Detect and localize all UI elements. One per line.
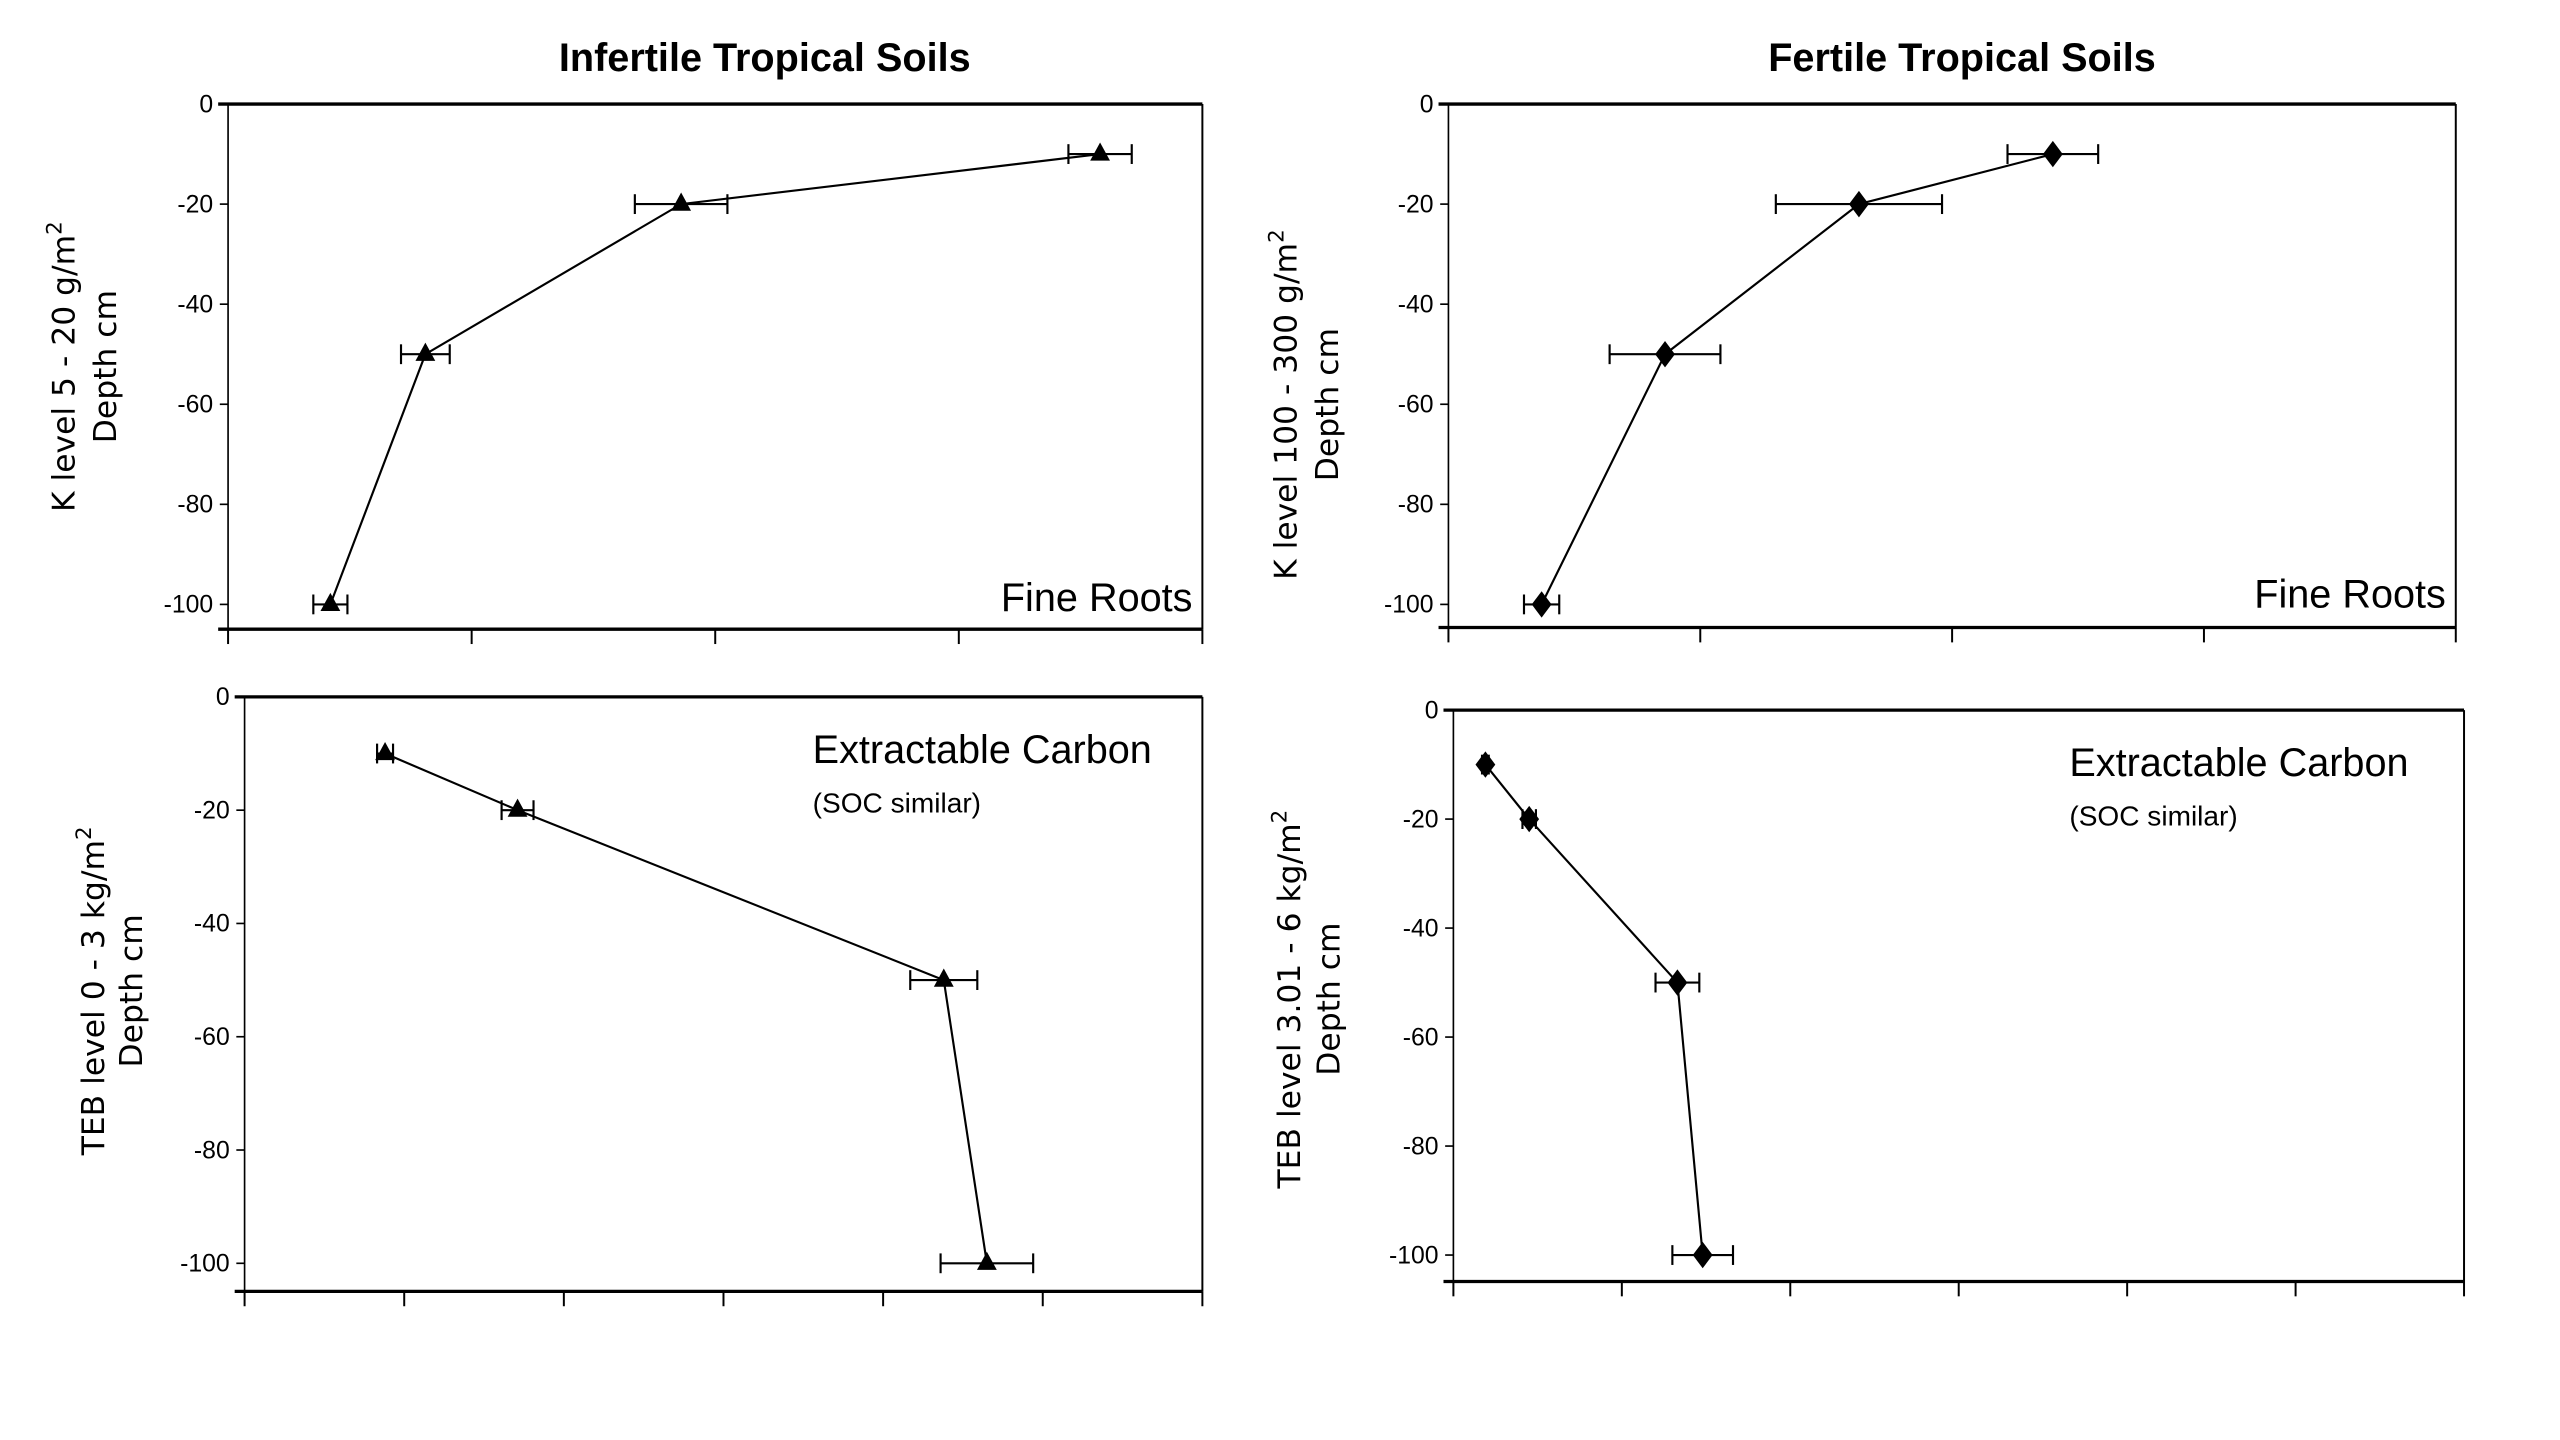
y-tick-label: -60 (1403, 1024, 1439, 1051)
y-tick-label: -20 (1403, 806, 1439, 833)
y-axis-label: TEB level 0 - 3 kg/m2 (72, 826, 112, 1156)
y-axis-label-line1: K level 100 - 300 g/m (1269, 243, 1305, 580)
y-tick-label: -100 (180, 1251, 230, 1278)
data-point-diamond (1849, 190, 1869, 218)
y-axis-label: TEB level 3.01 - 6 kg/m2 (1268, 810, 1308, 1190)
y-tick-label: -80 (1403, 1133, 1439, 1160)
panel-annotation: Fine Roots (2254, 573, 2446, 617)
y-tick-label: -60 (194, 1024, 230, 1051)
y-tick-label: 0 (199, 91, 213, 118)
y-tick-label: -60 (1398, 392, 1434, 419)
y-tick-label: -20 (1398, 191, 1434, 218)
y-axis-label-superscript: 2 (72, 826, 97, 840)
series-line (1484, 763, 1704, 1256)
y-axis-label-line1: K level 5 - 20 g/m (46, 235, 82, 512)
y-tick-label: 0 (216, 684, 230, 711)
y-tick-label: 0 (1425, 697, 1439, 724)
y-axis-label-line1: TEB level 0 - 3 kg/m (76, 840, 112, 1156)
chart-panel-4: 0 -20 -40 -60 -80 -100 TEB level 3.01 - 6 kg/m… (1268, 697, 2466, 1297)
y-axis-label-line2: Depth cm (1310, 328, 1346, 481)
panel-annotation: Fine Roots (1001, 576, 1193, 620)
y-tick-label: -80 (1398, 492, 1434, 519)
data-point-diamond (2042, 140, 2063, 168)
y-tick-label: -100 (1384, 592, 1434, 619)
y-axis-label-superscript: 2 (1268, 810, 1293, 824)
data-point-triangle (671, 192, 692, 211)
y-tick-label: -40 (177, 291, 213, 318)
chart-title: Infertile Tropical Soils (559, 36, 971, 80)
panel-annotation: Extractable Carbon (813, 728, 1152, 772)
y-tick-label: -40 (1403, 915, 1439, 942)
y-axis-label-line2: Depth cm (114, 914, 150, 1067)
data-point-triangle (507, 798, 528, 817)
series-line (384, 752, 988, 1264)
y-axis-label-line2: Depth cm (1311, 922, 1347, 1075)
y-tick-label: -100 (164, 592, 214, 619)
data-point-diamond (1531, 591, 1552, 618)
data-point-triangle (375, 741, 395, 761)
y-tick-label: -20 (194, 797, 230, 824)
panel-annotation-sub: (SOC similar) (813, 787, 981, 818)
y-axis-label: K level 5 - 20 g/m2 (42, 221, 82, 512)
data-point-diamond (1692, 1241, 1713, 1269)
y-tick-label: -40 (194, 911, 230, 938)
y-tick-label: 0 (1420, 91, 1434, 118)
y-axis-label-superscript: 2 (42, 221, 67, 235)
y-tick-label: -80 (177, 492, 213, 519)
data-point-triangle (933, 968, 954, 987)
y-tick-label: -40 (1398, 291, 1434, 318)
chart-panel-1: Infertile Tropical Soils 0 -20 -40 -60 -80 -10… (42, 36, 1204, 645)
data-point-triangle (976, 1251, 997, 1270)
panel-annotation-sub: (SOC similar) (2069, 801, 2237, 832)
y-tick-label: -80 (194, 1137, 230, 1164)
y-tick-label: -20 (177, 191, 213, 218)
panel-annotation: Extractable Carbon (2069, 741, 2408, 785)
data-point-triangle (415, 342, 436, 361)
y-axis-label-line1: TEB level 3.01 - 6 kg/m (1272, 823, 1308, 1189)
chart-title: Fertile Tropical Soils (1768, 36, 2156, 80)
data-point-triangle (320, 592, 341, 612)
y-axis-label-superscript: 2 (1264, 229, 1289, 243)
data-point-triangle (1090, 142, 1110, 161)
y-tick-label: -100 (1389, 1242, 1439, 1269)
y-tick-label: -60 (177, 392, 213, 419)
series-line (329, 153, 1101, 605)
series-line (1540, 153, 2054, 605)
y-axis-label-line2: Depth cm (88, 290, 124, 443)
chart-panel-2: Fertile Tropical Soils 0 -20 -40 -60 -80 -100 K… (1264, 36, 2457, 643)
y-axis-label: K level 100 - 300 g/m2 (1264, 229, 1304, 580)
data-point-diamond (1655, 341, 1675, 368)
